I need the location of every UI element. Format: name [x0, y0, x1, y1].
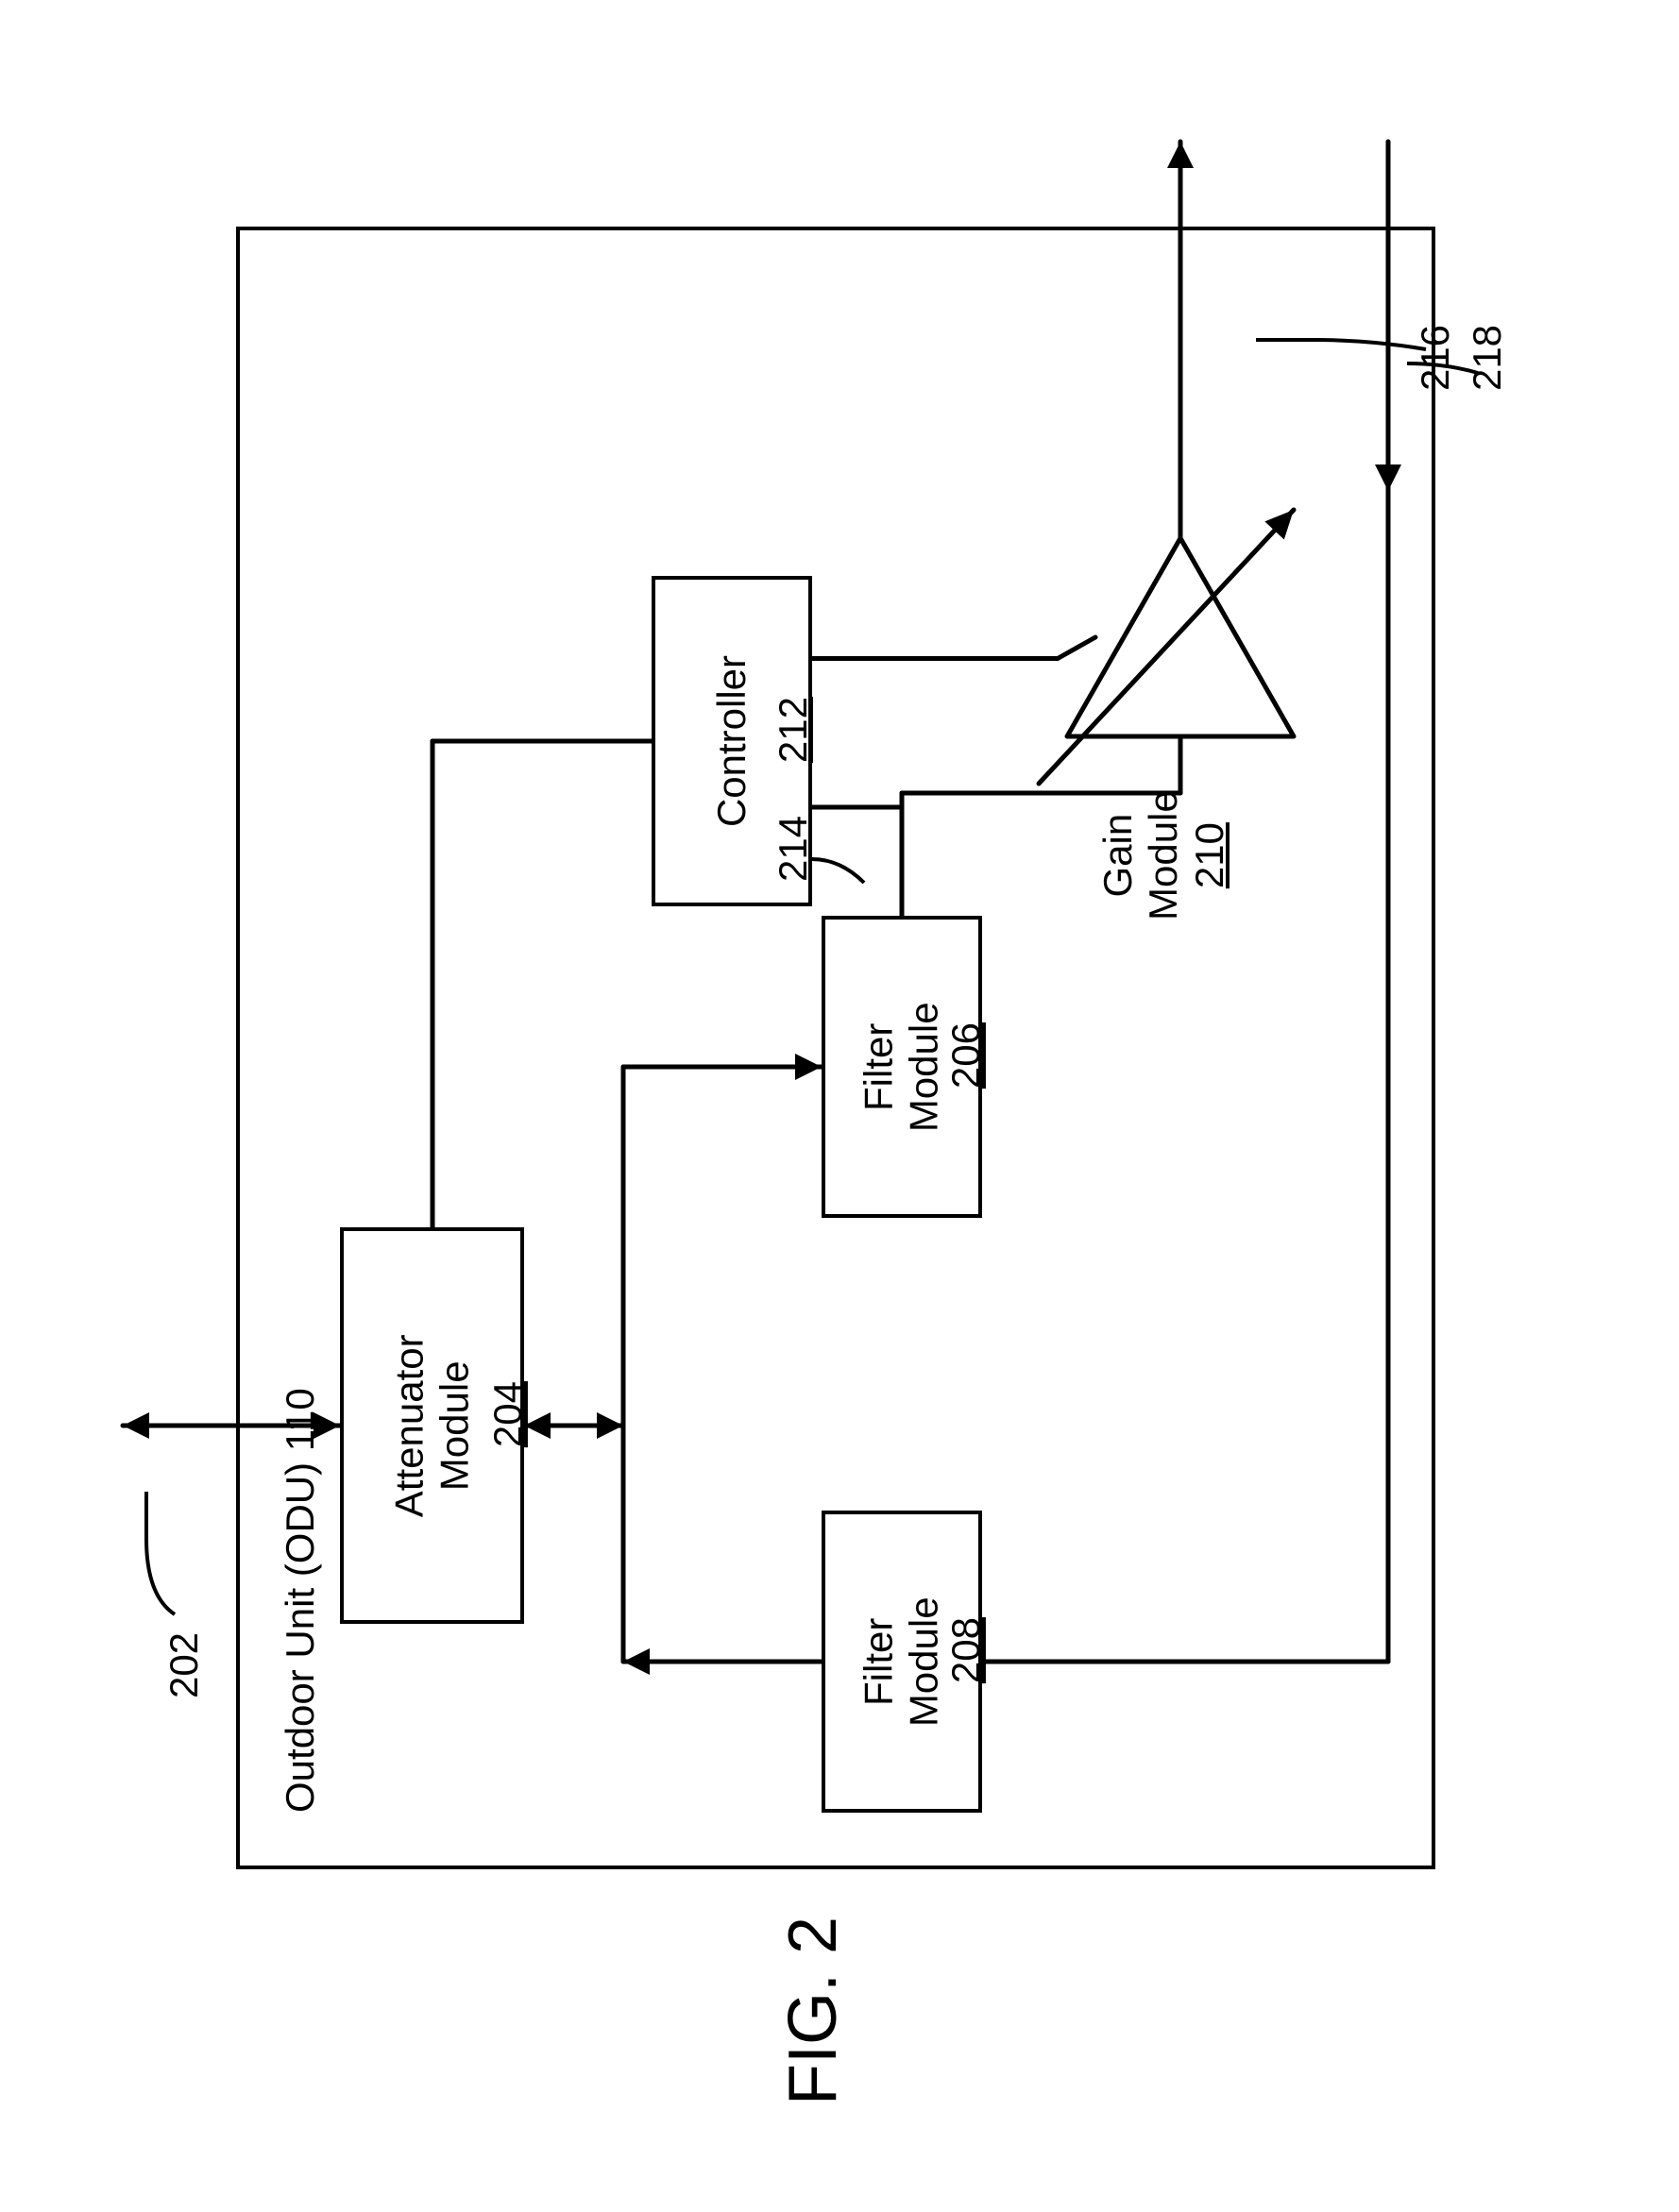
wires-layer [0, 0, 1679, 2212]
diagram-canvas: Outdoor Unit (ODU) 110 Controller 212 At… [0, 0, 1679, 2212]
